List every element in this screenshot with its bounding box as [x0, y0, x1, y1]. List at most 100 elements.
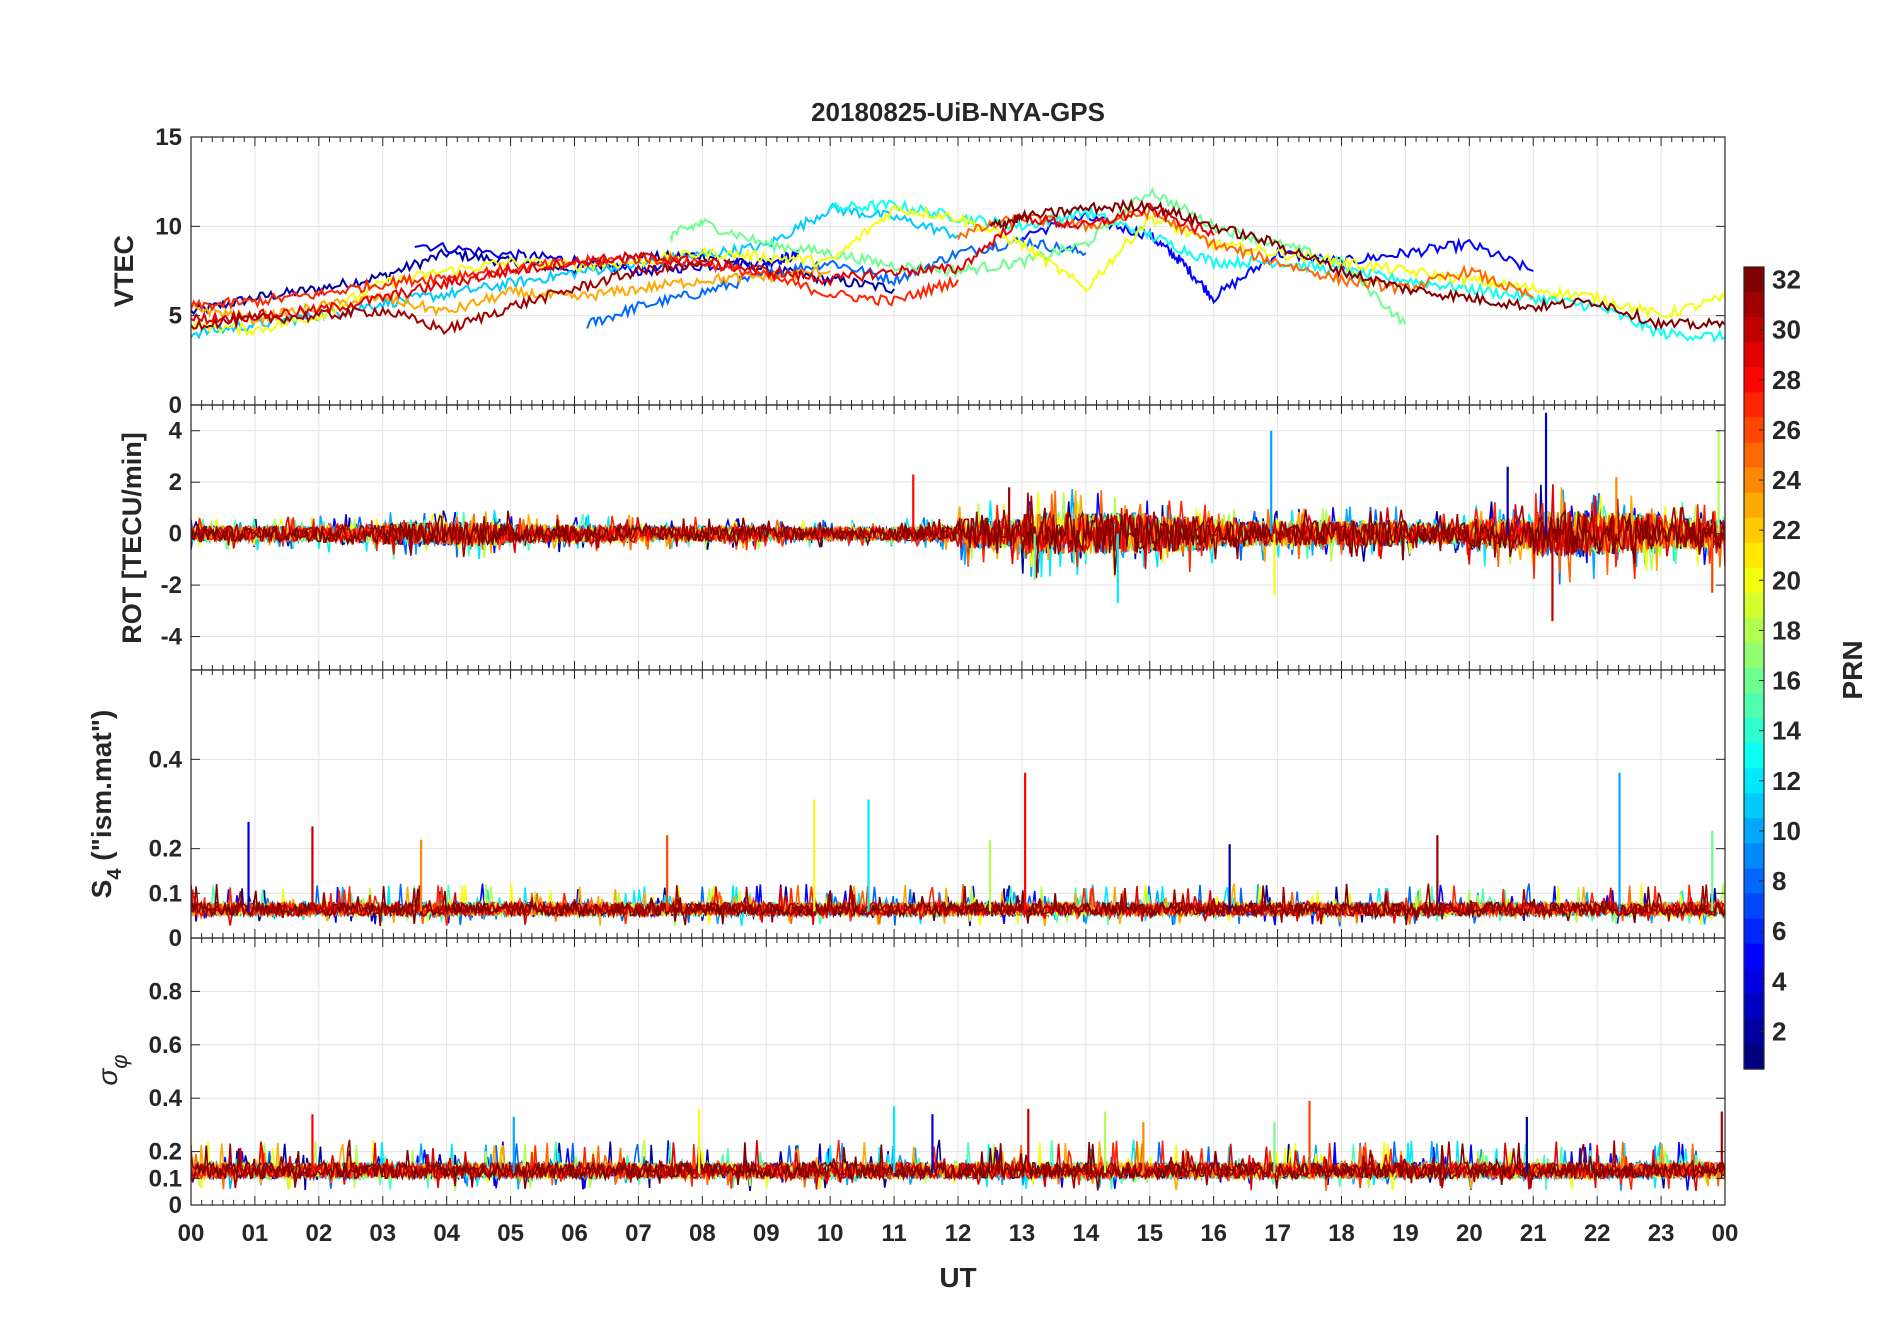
rot-y-tick-label: 0 [169, 521, 182, 548]
vtec-series-prn-5 [1021, 210, 1534, 305]
vtec-panel: 0 5 10 15 VTEC [109, 124, 1726, 419]
x-tick-label: 10 [817, 1220, 844, 1247]
colorbar-tick-label: 18 [1772, 615, 1801, 645]
colorbar-segment [1744, 392, 1764, 418]
vtec-series-prn-31 [191, 260, 703, 335]
rot-series-prn-32 [191, 507, 1725, 576]
x-tick-label: 21 [1520, 1220, 1547, 1247]
rot-series-prn-25 [191, 490, 1725, 583]
colorbar-segment [1744, 517, 1764, 544]
colorbar-tick-label: 6 [1772, 916, 1786, 946]
colorbar-segment [1744, 367, 1764, 393]
sigma-phi-panel: 00.10.2 0.4 0.6 0.8 σφ [92, 937, 1726, 1219]
colorbar-tick-label: 16 [1772, 666, 1801, 696]
colorbar-tick-label: 28 [1772, 365, 1801, 395]
colorbar-segment [1744, 542, 1764, 569]
colorbar-segment [1744, 793, 1764, 819]
sigma_phi-series-prn-32 [191, 1141, 1725, 1191]
vtec-series-prn-20 [191, 203, 1725, 338]
s4-label-sub: 4 [104, 868, 126, 880]
colorbar-segment [1744, 417, 1764, 444]
x-tick-label: 19 [1392, 1220, 1419, 1247]
x-tick-label: 16 [1200, 1220, 1227, 1247]
sigma_phi-y-tick-label: 0.2 [149, 1139, 182, 1166]
x-tick-label: 07 [625, 1220, 652, 1247]
colorbar-segment [1744, 668, 1764, 694]
sigma_phi-y-tick-label: 0.6 [149, 1032, 182, 1059]
colorbar-tick-label: 32 [1772, 265, 1801, 295]
vtec-series-prn-32 [989, 198, 1725, 331]
colorbar-tick-label: 2 [1772, 1016, 1786, 1046]
vtec-series-prn-27 [191, 252, 959, 312]
rot-axis-label: ROT [TECU/min] [117, 432, 147, 643]
colorbar-segment [1744, 743, 1764, 769]
x-tick-label: 13 [1009, 1220, 1036, 1247]
x-tick-label: 03 [369, 1220, 396, 1247]
colorbar-segment [1744, 1043, 1764, 1070]
colorbar-label: PRN [1837, 640, 1868, 699]
vtec-y-tick-label: 0 [169, 392, 182, 419]
vtec-y-tick-label: 5 [169, 303, 182, 330]
x-axis: 00 01 02 03 04 05 06 07 08 09 10 11 12 13 14 15 16 17 18 19… [178, 1220, 1739, 1247]
x-tick-label: 12 [945, 1220, 972, 1247]
colorbar-segment [1744, 768, 1764, 794]
colorbar-segment [1744, 1018, 1764, 1045]
colorbar-segment [1744, 467, 1764, 494]
vtec-axis-label: VTEC [109, 235, 139, 307]
colorbar-segment [1744, 968, 1764, 995]
x-tick-label: 11 [881, 1220, 906, 1247]
sigma_phi-y-tick-label: 0.8 [149, 978, 182, 1005]
x-tick-label: 17 [1264, 1220, 1291, 1247]
rot-y-tick-label: 2 [169, 469, 182, 496]
colorbar-tick-label: 30 [1772, 315, 1801, 345]
colorbar-tick-label: 8 [1772, 866, 1786, 896]
s4-y-tick-label: 0 [169, 925, 182, 952]
rot-panel: -4 -2 0 2 4 ROT [TECU/min] [117, 404, 1726, 671]
x-tick-label: 08 [689, 1220, 716, 1247]
x-tick-label: 02 [305, 1220, 332, 1247]
colorbar-tick-label: 22 [1772, 515, 1801, 545]
colorbar-segment [1744, 617, 1764, 644]
sigma_phi-y-tick-label: 0.1 [149, 1165, 182, 1192]
x-tick-label: 15 [1136, 1220, 1163, 1247]
rot-y-tick-label: -2 [161, 572, 182, 599]
colorbar-segment [1744, 267, 1764, 293]
colorbar-tick-label: 14 [1772, 716, 1801, 746]
x-tick-label: 00 [178, 1220, 205, 1247]
colorbar-segment [1744, 442, 1764, 469]
x-tick-label: 23 [1648, 1220, 1675, 1247]
colorbar-segment [1744, 993, 1764, 1020]
x-tick-label: 00 [1712, 1220, 1739, 1247]
colorbar-segment [1744, 642, 1764, 669]
x-tick-label: 18 [1328, 1220, 1355, 1247]
colorbar-segment [1744, 292, 1764, 318]
x-tick-label: 22 [1584, 1220, 1611, 1247]
s4-series-prn-32 [191, 883, 1725, 926]
x-tick-label: 06 [561, 1220, 588, 1247]
colorbar-segment [1744, 843, 1764, 870]
colorbar-segment [1744, 943, 1764, 970]
colorbar-segment [1744, 567, 1764, 594]
s4-y-tick-label: 0.2 [149, 836, 182, 863]
colorbar-segment [1744, 818, 1764, 845]
colorbar-segment [1744, 492, 1764, 519]
colorbar-segment [1744, 718, 1764, 744]
vtec-series-prn-8 [586, 236, 1087, 329]
colorbar-segment [1744, 893, 1764, 920]
colorbar-segment [1744, 918, 1764, 945]
sigma_phi-y-tick-label: 0 [169, 1192, 182, 1219]
colorbar-segment [1744, 342, 1764, 368]
s4-axis-label: S4 ("ism.mat") [86, 710, 126, 899]
colorbar-segment [1744, 693, 1764, 719]
colorbar-frame [1743, 266, 1765, 1070]
sigma-phi-axis-label: σφ [92, 1054, 132, 1085]
x-axis-label: UT [939, 1262, 976, 1293]
rot-y-tick-label: -4 [161, 624, 183, 651]
s4-label-main: S [86, 880, 117, 899]
colorbar-segment [1744, 592, 1764, 619]
x-tick-label: 09 [753, 1220, 780, 1247]
vtec-y-tick-label: 10 [155, 213, 182, 240]
s4-label-rest: ("ism.mat") [86, 710, 117, 869]
